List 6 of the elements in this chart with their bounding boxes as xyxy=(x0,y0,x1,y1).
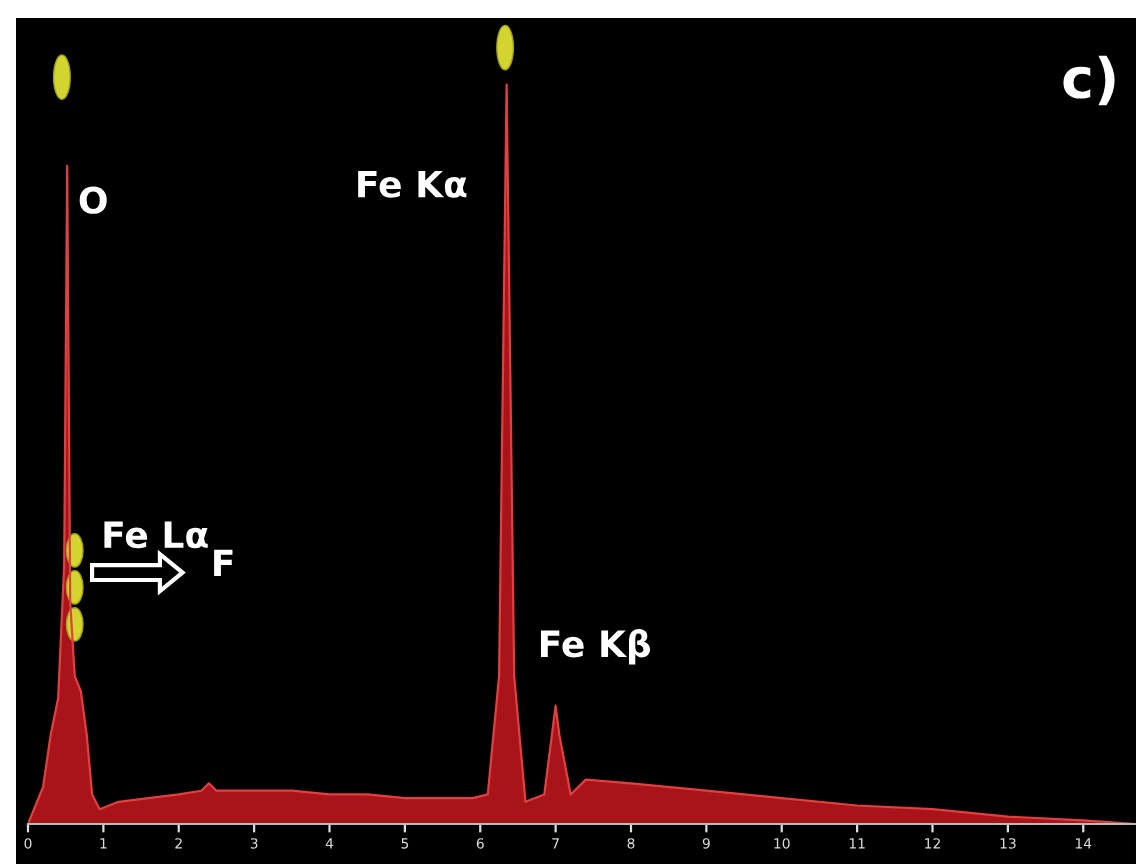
annotation: Fe Kβ xyxy=(541,628,651,665)
annotation: O xyxy=(79,186,107,214)
annotation: Fe Lα xyxy=(104,521,208,549)
annotation: Fe Kα xyxy=(358,170,467,198)
annotation: c) xyxy=(1063,55,1115,106)
annotation: F xyxy=(214,549,233,577)
